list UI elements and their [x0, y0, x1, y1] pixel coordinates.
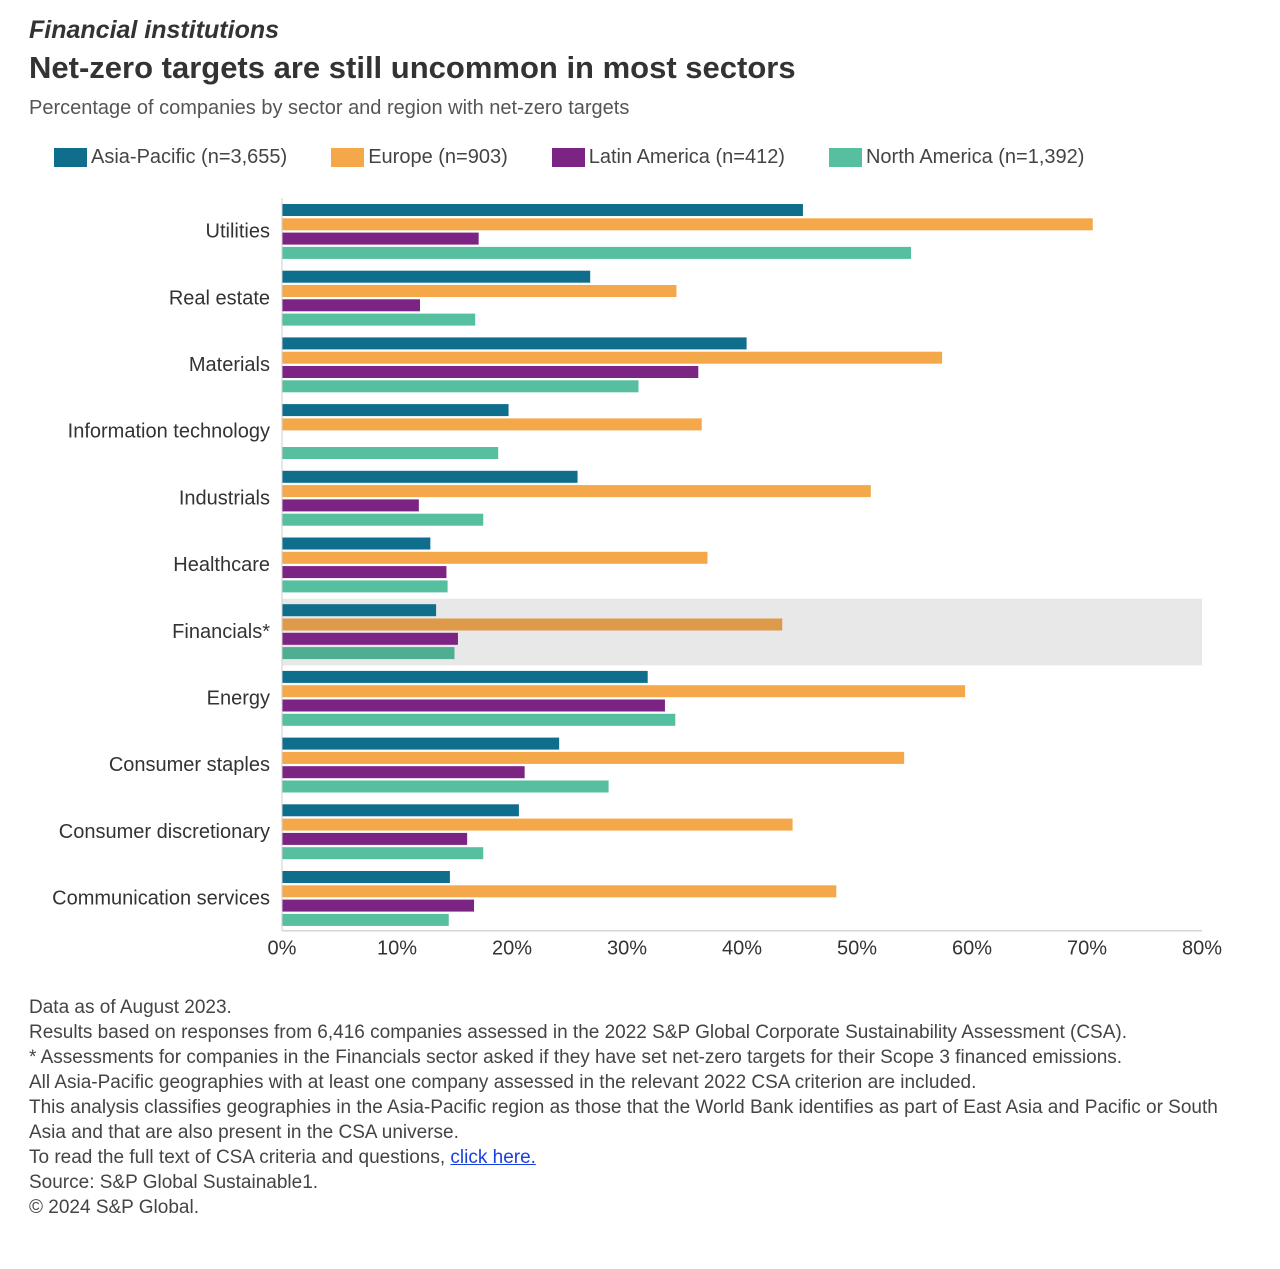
- note-financials: * Assessments for companies in the Finan…: [29, 1047, 1123, 1068]
- x-tick-label: 30%: [607, 938, 647, 960]
- category-label-energy: Energy: [207, 688, 270, 710]
- note-read-more: To read the full text of CSA criteria an…: [29, 1145, 1229, 1170]
- legend-item-europe: Europe (n=903): [331, 144, 508, 170]
- legend-label-europe: Europe (n=903): [368, 145, 508, 168]
- bar-consumer-discretionary-latin-america: [282, 832, 468, 845]
- read-more-text: To read the full text of CSA criteria an…: [29, 1147, 451, 1168]
- bar-information-technology-north-america: [282, 447, 499, 459]
- x-tick-label: 10%: [377, 938, 417, 960]
- category-label-financials: Financials*: [172, 621, 270, 643]
- bar-communication-services-asia-pacific: [282, 871, 450, 883]
- bar-consumer-discretionary-north-america: [282, 847, 484, 860]
- bar-real-estate-asia-pacific: [282, 270, 591, 283]
- bar-information-technology-europe: [282, 418, 702, 431]
- bar-consumer-staples-europe: [282, 751, 905, 764]
- legend-label-asia-pacific: Asia-Pacific (n=3,655): [91, 145, 288, 168]
- legend-label-north-america: North America (n=1,392): [865, 145, 1085, 168]
- chart-subtitle: Percentage of companies by sector and re…: [29, 97, 630, 119]
- bar-consumer-discretionary-asia-pacific: [282, 804, 519, 817]
- bar-industrials-asia-pacific: [282, 470, 578, 483]
- legend-item-asia-pacific: Asia-Pacific (n=3,655): [54, 144, 287, 170]
- note-asia-pacific: All Asia-Pacific geographies with at lea…: [29, 1072, 977, 1093]
- category-label-materials: Materials: [189, 354, 270, 376]
- bar-materials-europe: [282, 351, 943, 364]
- footnotes: Data as of August 2023. Results based on…: [29, 995, 1229, 1220]
- bar-information-technology-asia-pacific: [282, 404, 509, 417]
- legend: Asia-Pacific (n=3,655) Europe (n=903) La…: [54, 144, 1128, 170]
- category-label-industrials: Industrials: [179, 487, 270, 509]
- bar-industrials-north-america: [282, 513, 484, 526]
- legend-swatch-north-america: [828, 147, 862, 167]
- legend-label-latin-america: Latin America (n=412): [588, 145, 785, 168]
- bar-healthcare-asia-pacific: [282, 537, 431, 550]
- bar-materials-latin-america: [282, 366, 699, 378]
- bar-communication-services-latin-america: [282, 899, 475, 912]
- category-label-real-estate: Real estate: [169, 287, 270, 309]
- x-tick-label: 50%: [837, 938, 877, 960]
- bar-energy-north-america: [282, 713, 676, 726]
- category-label-consumer-staples: Consumer staples: [109, 754, 270, 776]
- category-label-communication-services: Communication services: [52, 888, 270, 910]
- bar-real-estate-europe: [282, 285, 677, 297]
- note-results: Results based on responses from 6,416 co…: [29, 1022, 1128, 1043]
- bar-utilities-europe: [282, 218, 1093, 231]
- legend-swatch-latin-america: [551, 147, 585, 167]
- bar-consumer-staples-north-america: [282, 780, 609, 793]
- bar-financials-north-america: [282, 647, 455, 660]
- bar-utilities-asia-pacific: [282, 204, 803, 216]
- note-copyright: © 2024 S&P Global.: [29, 1197, 199, 1218]
- legend-item-north-america: North America (n=1,392): [828, 144, 1085, 170]
- kicker: Financial institutions: [29, 16, 280, 44]
- note-data-date: Data as of August 2023.: [29, 997, 232, 1018]
- legend-item-latin-america: Latin America (n=412): [551, 144, 785, 170]
- bar-utilities-latin-america: [282, 232, 479, 245]
- bar-healthcare-europe: [282, 551, 708, 564]
- category-label-healthcare: Healthcare: [173, 554, 270, 576]
- bar-materials-north-america: [282, 380, 639, 393]
- x-tick-label: 80%: [1182, 938, 1222, 960]
- bar-energy-europe: [282, 685, 966, 698]
- bar-industrials-europe: [282, 485, 871, 498]
- bar-industrials-latin-america: [282, 499, 419, 512]
- bar-real-estate-north-america: [282, 313, 476, 326]
- bar-utilities-north-america: [282, 246, 912, 259]
- bar-energy-asia-pacific: [282, 670, 648, 683]
- bar-communication-services-europe: [282, 885, 837, 898]
- x-tick-label: 60%: [952, 938, 992, 960]
- category-label-utilities: Utilities: [206, 221, 270, 243]
- bar-communication-services-north-america: [282, 913, 449, 926]
- bar-consumer-discretionary-europe: [282, 818, 793, 831]
- bar-consumer-staples-latin-america: [282, 766, 525, 779]
- legend-swatch-asia-pacific: [54, 147, 87, 167]
- category-label-information-technology: Information technology: [68, 421, 270, 443]
- bar-energy-latin-america: [282, 699, 665, 712]
- bar-consumer-staples-asia-pacific: [282, 737, 560, 750]
- bar-healthcare-latin-america: [282, 566, 447, 579]
- note-classification: This analysis classifies geographies in …: [29, 1097, 1218, 1143]
- category-label-consumer-discretionary: Consumer discretionary: [59, 821, 270, 843]
- x-tick-label: 20%: [492, 938, 532, 960]
- x-tick-label: 70%: [1067, 938, 1107, 960]
- click-here-link[interactable]: click here.: [450, 1147, 536, 1168]
- chart-title: Net-zero targets are still uncommon in m…: [29, 50, 796, 85]
- bar-chart: Utilities Real estate Materials Information…: [52, 198, 1222, 960]
- bar-financials-asia-pacific: [282, 604, 437, 617]
- bar-real-estate-latin-america: [282, 299, 420, 312]
- bar-materials-asia-pacific: [282, 337, 747, 350]
- bar-financials-latin-america: [282, 632, 458, 645]
- bar-financials-europe: [282, 618, 783, 631]
- legend-swatch-europe: [331, 147, 365, 167]
- x-tick-label: 40%: [722, 938, 762, 960]
- x-tick-label: 0%: [268, 938, 297, 960]
- bar-healthcare-north-america: [282, 580, 448, 593]
- note-source: Source: S&P Global Sustainable1.: [29, 1172, 319, 1193]
